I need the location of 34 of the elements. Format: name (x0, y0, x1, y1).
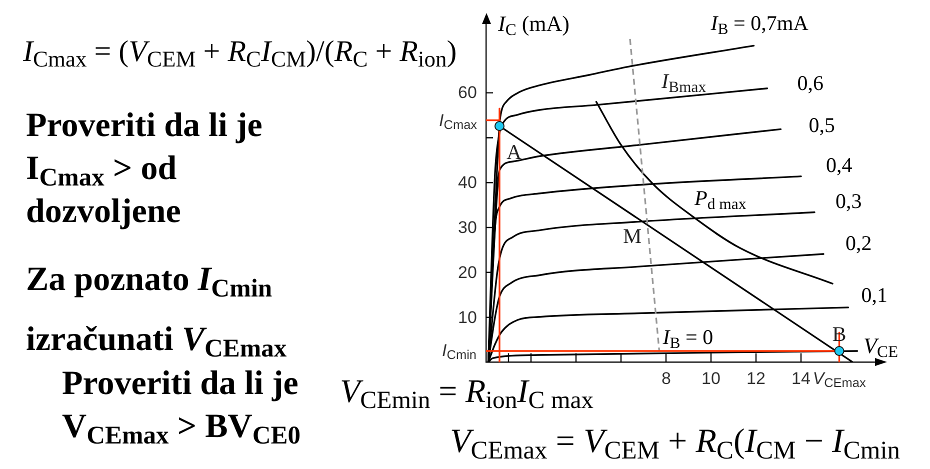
y-tick-label: 20 (458, 262, 477, 282)
x-tick-label: 8 (662, 369, 671, 388)
series-label: 0,3 (836, 188, 862, 213)
annotation: M (623, 224, 642, 248)
series-label: I$_{B}$ = 0,7mA (710, 11, 808, 38)
series-label: 0,4 (826, 152, 852, 177)
x-tick-label: 12 (746, 369, 766, 388)
series-label: 0,6 (797, 70, 824, 95)
series-label: 0,5 (808, 112, 835, 137)
chart-title: I$_{Cmax}$ = (V$_{CEM}$ + R$_{C}$I$_{CM}$)/(R$_{C}$ + R$_{ion}$) (23, 35, 457, 72)
text: Proveriti da li je V$_{CEmax}$ > BV$_{CE0}$ (62, 364, 302, 450)
x-tick-label: 10 (702, 369, 720, 388)
text: izračunati V$_{CEmax}$ (26, 321, 287, 362)
annotation: B (832, 322, 846, 346)
y-tick-label: 10 (458, 308, 477, 327)
y-tick-label: I$_{Cmax}$ (439, 110, 478, 132)
series-label: P$_{d max}$ (694, 186, 746, 213)
y-tick-label: 30 (458, 218, 477, 238)
text: V$_{CEmin}$ = R$_{ion}$I$_{C max}$ (340, 374, 594, 414)
y-axis-title: I$_{C}$ (mA) (498, 11, 570, 40)
series-label: I$_{B}$ = 0 (662, 324, 714, 352)
y-tick-label: 60 (458, 83, 477, 102)
series-label: 0,2 (846, 230, 872, 254)
x-axis-title: V$_{CE}$ (864, 333, 898, 362)
x-tick-label: 14 (792, 369, 810, 388)
text: Proveriti da li je I$_{Cmax}$ > od dozvoljene (26, 106, 264, 232)
y-tick-label: 40 (458, 173, 477, 192)
annotation: I$_{Bmax}$ (662, 69, 706, 96)
text: V$_{CEmax}$ = V$_{CEM}$ + R$_{C}$(I$_{CM}$ − I$_{Cmin}$ (450, 423, 900, 464)
y-tick-label: I$_{Cmin}$ (442, 341, 476, 363)
x-tick-label: V$_{CEmax}$ (812, 369, 866, 390)
text: Za poznato I$_{Cmin}$ (26, 261, 272, 302)
annotation: A (506, 140, 522, 164)
series-label: 0,1 (861, 282, 888, 307)
